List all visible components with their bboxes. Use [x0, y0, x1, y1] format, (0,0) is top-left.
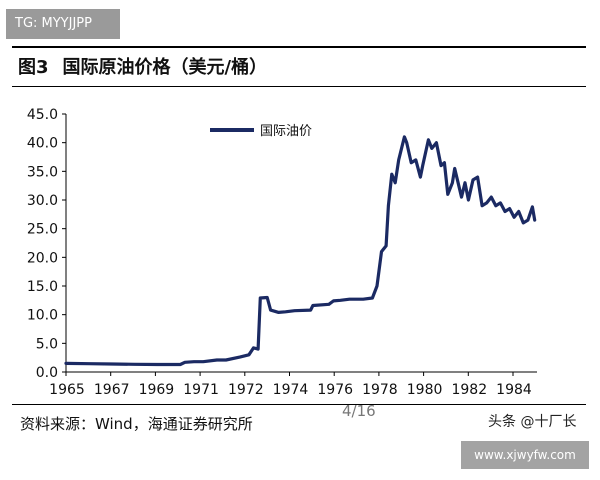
- y-tick-label: 5.0: [36, 336, 58, 352]
- x-tick-label: 1978: [362, 382, 398, 398]
- top-rule: [12, 46, 586, 48]
- y-tick-label: 45.0: [27, 107, 58, 123]
- y-tick-label: 35.0: [27, 164, 58, 180]
- figure-title: 图3 国际原油价格（美元/桶）: [18, 53, 267, 79]
- y-tick-label: 10.0: [27, 308, 58, 324]
- x-tick-label: 1976: [317, 382, 353, 398]
- figure-caption: 国际原油价格（美元/桶）: [62, 57, 268, 78]
- toutiao-watermark: 头条 @十厂长: [488, 414, 577, 430]
- x-tick-label: 1972: [228, 382, 264, 398]
- url-watermark: www.xjwyfw.com: [461, 441, 589, 469]
- x-tick-label: 1965: [49, 382, 85, 398]
- x-tick-label: 1984: [496, 382, 532, 398]
- series-line-oil-price: [64, 135, 537, 367]
- x-tick-label: 1969: [139, 382, 175, 398]
- x-tick-label: 1971: [183, 382, 219, 398]
- figure-number: 图3: [18, 57, 49, 78]
- x-tick-label: 1982: [451, 382, 487, 398]
- telegram-watermark: TG: MYYJJPP: [6, 9, 120, 39]
- y-tick-label: 40.0: [27, 136, 58, 152]
- legend-label: 国际油价: [260, 124, 312, 139]
- y-tick-label: 20.0: [27, 250, 58, 266]
- bottom-rule: [12, 404, 586, 405]
- title-rule: [12, 86, 586, 87]
- y-tick-label: 0.0: [36, 365, 58, 381]
- source-note: 资料来源：Wind，海通证券研究所: [20, 415, 253, 433]
- y-tick-label: 25.0: [27, 222, 58, 238]
- x-tick-label: 1974: [273, 382, 309, 398]
- y-tick-label: 15.0: [27, 279, 58, 295]
- y-tick-label: 30.0: [27, 193, 58, 209]
- x-tick-label: 1967: [94, 382, 130, 398]
- page-indicator: 4/16: [342, 402, 376, 420]
- x-tick-label: 1980: [407, 382, 443, 398]
